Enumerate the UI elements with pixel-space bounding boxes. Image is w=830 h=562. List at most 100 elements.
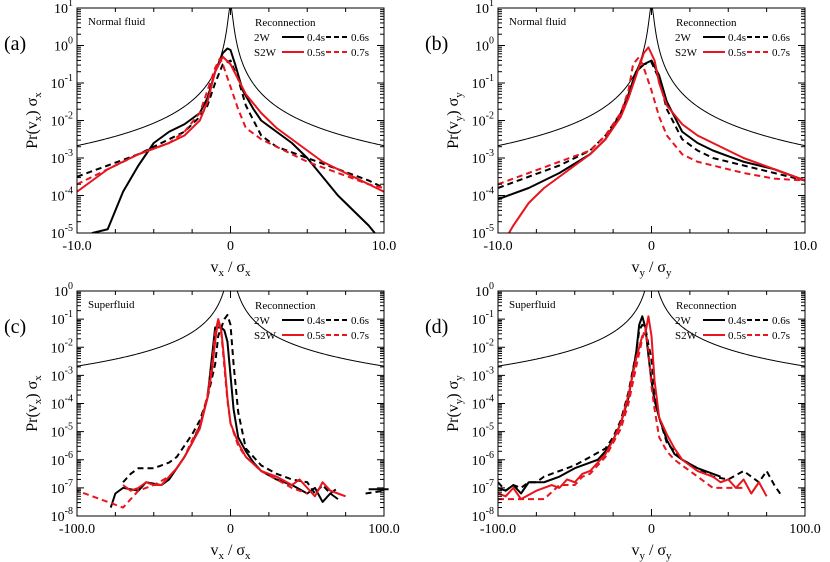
panel-c-ytick-exp: -4 xyxy=(65,394,73,405)
panel-c-ytick-base: 10 xyxy=(51,369,65,384)
panel-b-xtick-label: 0 xyxy=(648,239,655,254)
panel-a-ytick-base: 10 xyxy=(51,227,65,242)
panel-d-index-label: (d) xyxy=(425,316,448,338)
panel-a-series-s2w-0-7s xyxy=(77,57,384,189)
panel-c-ytick-exp: 0 xyxy=(68,281,73,292)
panel-b-ylabel-close: ) σ xyxy=(445,97,462,115)
panel-b-xlabel-vsub: y xyxy=(639,267,645,279)
panel-c-legend-t4: 0.7s xyxy=(351,330,369,342)
panel-b-ytick-label: 10-5 xyxy=(472,223,494,242)
panel-d-ytick-exp: -5 xyxy=(486,422,494,433)
panel-d-xlabel-vsub: y xyxy=(639,550,645,562)
panel-a-ytick-exp: 0 xyxy=(68,36,73,47)
panel-d-legend-t2: 0.6s xyxy=(772,315,790,327)
panel-c-ytick-exp: -8 xyxy=(65,506,73,517)
panel-c-ytick-exp: -7 xyxy=(65,478,73,489)
panel-d-ytick-base: 10 xyxy=(472,482,486,497)
panel-b-ytick-label: 101 xyxy=(475,0,494,17)
panel-c-ytick-label: 10-8 xyxy=(51,506,73,525)
panel-c-ylabel-ssub: x xyxy=(32,375,44,381)
panel-a-xtick-label: -10.0 xyxy=(62,239,91,254)
panel-a-xlabel-sigma: σ xyxy=(236,259,245,276)
panel-b-series-s2w-0-5s xyxy=(507,46,805,233)
panel-d-xlabel-ssub: y xyxy=(666,550,672,562)
panel-d-ytick-base: 10 xyxy=(475,285,489,300)
panel-c-xlabel-vsub: x xyxy=(218,550,224,562)
panel-a-y-axis-label: Pr(vx) σx xyxy=(24,92,44,149)
panel-c-ylabel-close: ) σ xyxy=(24,380,41,398)
panel-b-ytick-exp: -5 xyxy=(486,223,494,234)
panel-d-ytick-label: 10-5 xyxy=(472,422,494,441)
panel-b-index-label: (b) xyxy=(425,33,448,55)
panel-c-legend-title: Reconnection xyxy=(255,300,316,312)
panel-b-ytick-exp: -2 xyxy=(486,111,494,122)
panel-c-legend-s2w: S2W xyxy=(254,330,277,342)
panel-d-ytick-exp: -6 xyxy=(486,450,494,461)
panel-b-series-2w-0-4s xyxy=(498,59,805,201)
panel-b-ytick-label: 10-3 xyxy=(472,148,494,167)
panel-a-ytick-base: 10 xyxy=(54,2,68,17)
panel-d-ytick-label: 10-4 xyxy=(472,394,494,413)
panel-d-ytick-base: 10 xyxy=(472,398,486,413)
panel-a-series-s2w-0-5s xyxy=(77,55,384,193)
panel-d-ytick-base: 10 xyxy=(472,510,486,525)
panel-a-xlabel-ssub: x xyxy=(245,267,251,279)
panel-d: 10-810-710-610-510-410-310-210-1100-100.… xyxy=(425,281,821,562)
panel-a-legend-s2w: S2W xyxy=(254,47,277,59)
panel-b-caption: Normal fluid xyxy=(509,16,567,28)
panel-a-legend-t2: 0.6s xyxy=(351,32,369,44)
panel-b-ytick-base: 10 xyxy=(472,115,486,130)
panel-b-xlabel-ssub: y xyxy=(666,267,672,279)
panel-a-ylabel-p: Pr(v xyxy=(24,121,41,149)
panel-c-ytick-exp: -3 xyxy=(65,365,73,376)
panel-a-ylabel-ssub: x xyxy=(32,92,44,98)
panel-a-ytick-exp: -3 xyxy=(65,148,73,159)
panel-c-ytick-base: 10 xyxy=(51,341,65,356)
panel-c-ytick-label: 10-3 xyxy=(51,365,73,384)
panel-d-ylabel-psub: y xyxy=(453,398,465,404)
panel-b-ytick-base: 10 xyxy=(472,227,486,242)
panel-a-ytick-label: 10-3 xyxy=(51,148,73,167)
panel-b-legend-t1: 0.4s xyxy=(728,32,746,44)
panel-b-ytick-exp: -4 xyxy=(486,186,494,197)
panel-a-legend-t3: 0.5s xyxy=(307,47,325,59)
panel-a-ylabel-psub: x xyxy=(32,115,44,121)
panel-d-xlabel-slash: / xyxy=(645,542,657,559)
panel-d-ytick-exp: -1 xyxy=(486,309,494,320)
panel-b-legend-title: Reconnection xyxy=(676,17,737,29)
panel-b-ylabel-p: Pr(v xyxy=(445,121,462,149)
panel-d-ytick-label: 10-8 xyxy=(472,506,494,525)
panel-a-frame xyxy=(76,7,385,234)
panel-b-ytick-base: 10 xyxy=(472,77,486,92)
panel-c-ytick-exp: -1 xyxy=(65,309,73,320)
panel-a-ytick-exp: 1 xyxy=(68,0,73,9)
panel-a-ytick-exp: -2 xyxy=(65,111,73,122)
panel-a-legend-t1: 0.4s xyxy=(307,32,325,44)
panel-c-legend-t3: 0.5s xyxy=(307,330,325,342)
panel-c-x-axis-label: vx / σx xyxy=(210,542,251,562)
panel-b-ytick-exp: 0 xyxy=(489,36,494,47)
panel-d-legend-t3: 0.5s xyxy=(728,330,746,342)
panel-a-ytick-base: 10 xyxy=(51,152,65,167)
panel-a-x-axis-label: vx / σx xyxy=(210,259,251,279)
panel-b-ytick-label: 10-1 xyxy=(472,73,494,92)
panel-d-series-s2w-0-7s xyxy=(498,326,744,501)
panel-b-ytick-base: 10 xyxy=(472,190,486,205)
panel-c-y-axis-label: Pr(vx) σx xyxy=(24,375,44,432)
panel-a-ytick-label: 10-2 xyxy=(51,111,73,130)
panel-c-ytick-exp: -2 xyxy=(65,337,73,348)
panel-c-ytick-label: 10-6 xyxy=(51,450,73,469)
panel-d-ytick-label: 10-1 xyxy=(472,309,494,328)
panel-c-series-s2w-0-5s xyxy=(122,318,346,498)
panel-a-ytick-base: 10 xyxy=(51,77,65,92)
panel-b-ytick-exp: -3 xyxy=(486,148,494,159)
panel-a-legend-t4: 0.7s xyxy=(351,47,369,59)
panel-b-legend-2w: 2W xyxy=(675,32,692,44)
panel-b-ytick-label: 10-4 xyxy=(472,186,494,205)
panel-b-xlabel-slash: / xyxy=(645,259,657,276)
panel-d-legend-t4: 0.7s xyxy=(772,330,790,342)
panel-a-legend-2w: 2W xyxy=(254,32,271,44)
panel-d-legend-s2w: S2W xyxy=(675,330,698,342)
panel-d-ytick-base: 10 xyxy=(472,313,486,328)
